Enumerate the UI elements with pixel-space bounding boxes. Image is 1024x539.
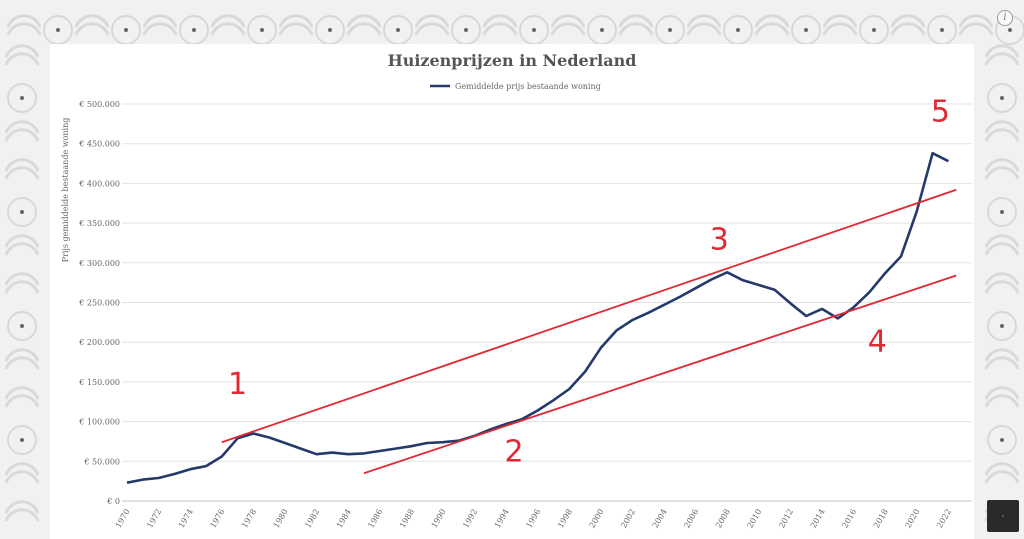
chart-title: Huizenprijzen in Nederland — [388, 51, 637, 70]
chart-panel — [50, 44, 974, 539]
y-tick-label: € 350.000 — [78, 219, 120, 228]
y-tick-label: € 500.000 — [78, 100, 120, 109]
annotation-number: 3 — [710, 222, 729, 257]
annotation-number: 5 — [931, 94, 950, 129]
y-tick-label: € 200.000 — [78, 338, 120, 347]
y-tick-label: € 100.000 — [78, 418, 120, 427]
y-tick-label: € 400.000 — [78, 179, 120, 188]
y-tick-label: € 450.000 — [78, 140, 120, 149]
trendline-annotation — [221, 188, 957, 444]
y-axis-label: Prijs gemiddelde bestaande woning — [61, 118, 70, 263]
y-tick-label: € 250.000 — [78, 299, 120, 308]
series-line — [126, 151, 949, 484]
y-tick-label: € 0 — [106, 497, 120, 506]
legend-label: Gemiddelde prijs bestaande woning — [455, 82, 601, 91]
info-icon[interactable]: i — [997, 10, 1013, 26]
channel-logo: ▪ — [987, 500, 1019, 532]
annotation-number: 2 — [504, 434, 523, 469]
y-tick-label: € 300.000 — [78, 259, 120, 268]
trendline-annotation — [363, 274, 957, 475]
background-motif — [4, 14, 1024, 522]
annotation-number: 4 — [868, 325, 887, 360]
y-tick-label: € 50.000 — [83, 457, 120, 466]
annotation-number: 1 — [228, 367, 247, 402]
y-tick-label: € 150.000 — [78, 378, 120, 387]
